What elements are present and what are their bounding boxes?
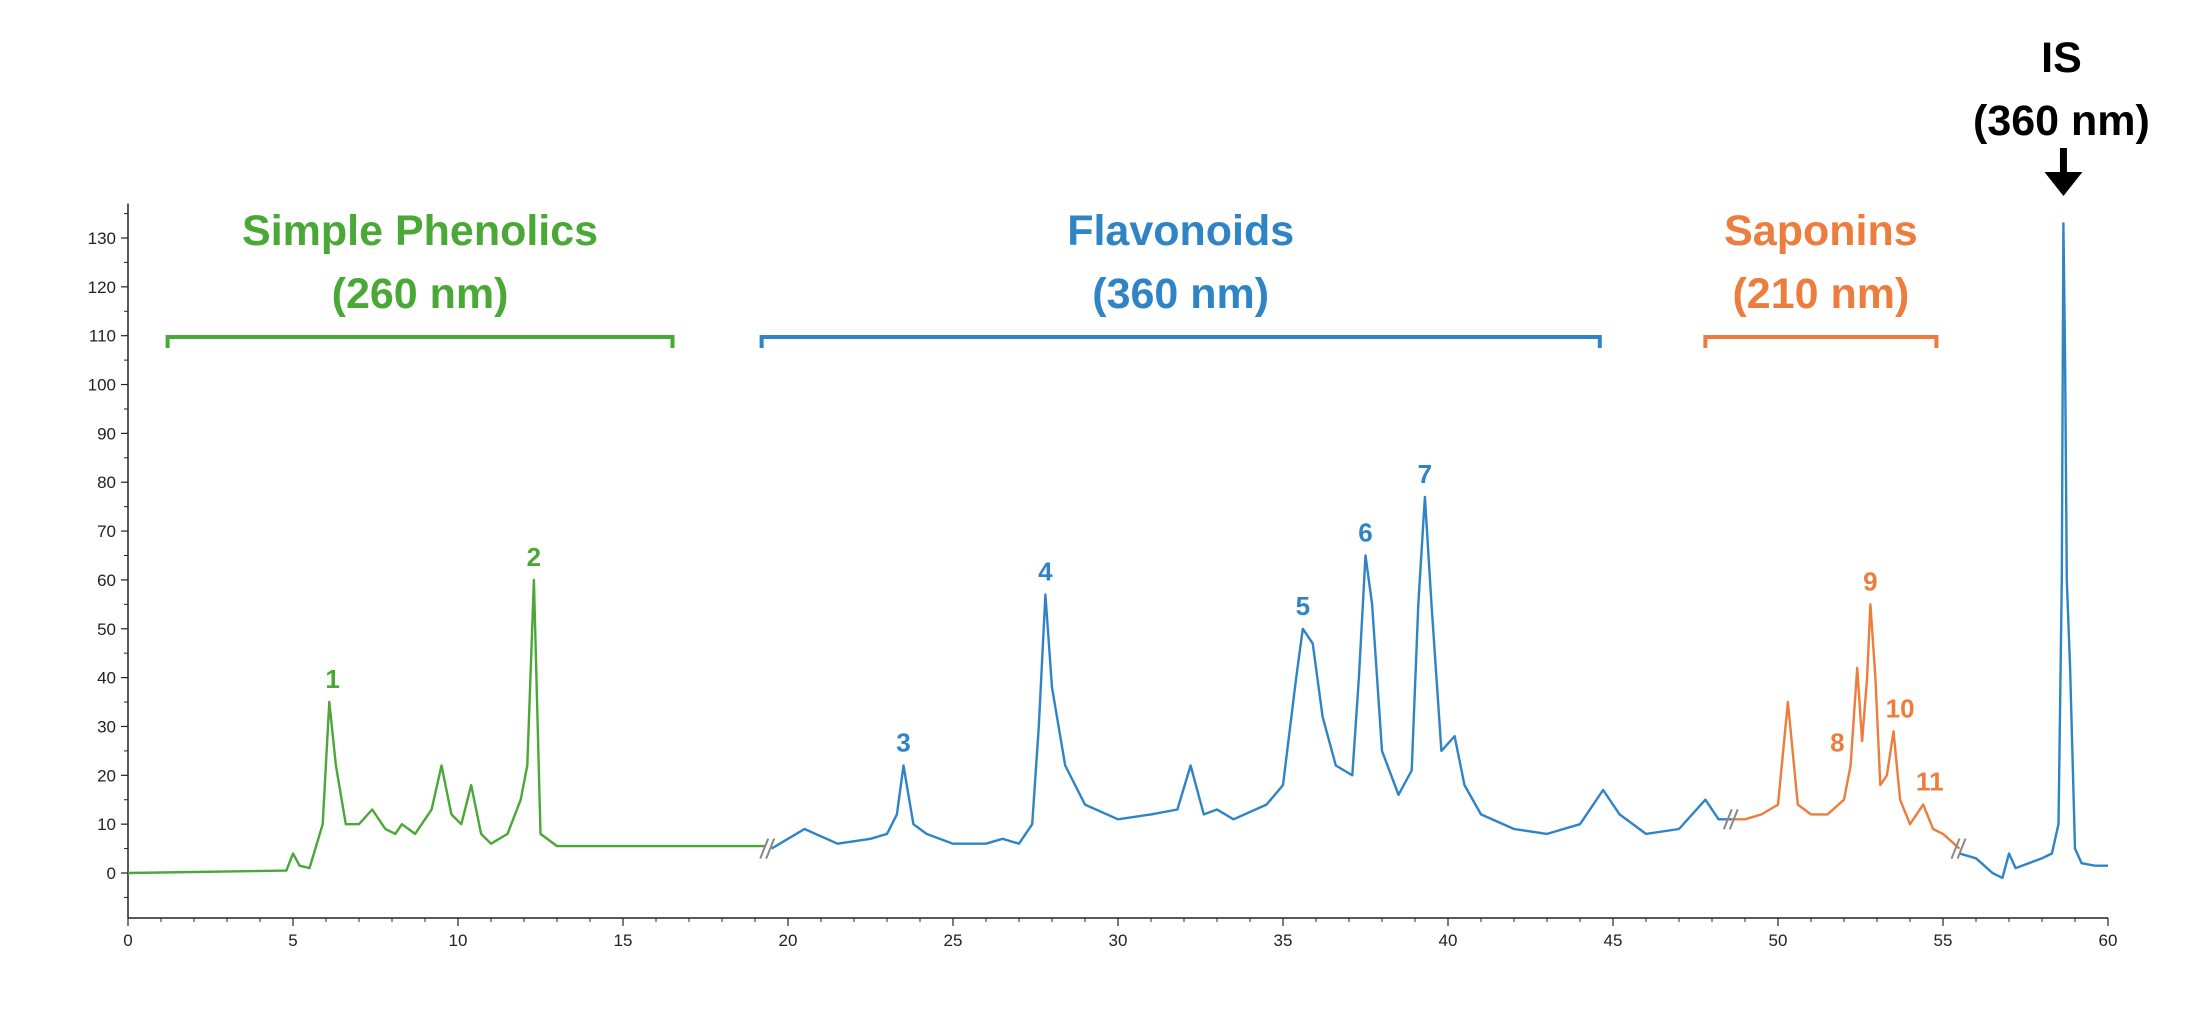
- group-label-wavelength: (360 nm): [1092, 270, 1269, 318]
- x-tick-label: 20: [779, 931, 798, 950]
- trace-segment-4: [1959, 222, 2108, 880]
- y-tick-label: 60: [97, 571, 116, 590]
- x-tick-label: 50: [1769, 931, 1788, 950]
- trace-segment-1: [127, 578, 765, 875]
- group-bracket: [759, 335, 1602, 348]
- y-tick-label: 40: [97, 669, 116, 688]
- is-arrow-head: [2044, 172, 2083, 196]
- axis-breaks: [759, 808, 1967, 859]
- peak-label: 3: [896, 728, 910, 758]
- is-wavelength-label: (360 nm): [1973, 97, 2150, 145]
- y-tick-label: 90: [97, 424, 116, 443]
- y-tick-label: 130: [88, 229, 116, 248]
- group-label-name: Flavonoids: [1067, 207, 1294, 255]
- peak-label: 1: [325, 664, 339, 694]
- peak-label: 6: [1358, 518, 1372, 548]
- y-tick-label: 0: [107, 864, 116, 883]
- y-tick-label: 20: [97, 766, 116, 785]
- group-label-wavelength: (260 nm): [332, 270, 509, 318]
- axis-break-mark: [765, 838, 776, 859]
- y-tick-label: 50: [97, 620, 116, 639]
- x-tick-label: 40: [1439, 931, 1458, 950]
- x-tick-label: 35: [1274, 931, 1293, 950]
- peak-label: 9: [1863, 566, 1877, 596]
- group-label-name: Simple Phenolics: [242, 207, 598, 255]
- peak-label: 8: [1830, 728, 1844, 758]
- axis-break-mark: [759, 838, 770, 859]
- x-tick-label: 15: [614, 931, 633, 950]
- is-label: IS: [2041, 34, 2082, 82]
- group-bracket: [1703, 335, 1939, 348]
- axis-break-mark: [1722, 808, 1733, 830]
- axis-break-mark: [1950, 838, 1961, 859]
- traces: [127, 222, 2108, 880]
- trace-segment-3: [1731, 603, 1961, 850]
- axis-break-mark: [1728, 808, 1739, 830]
- y-tick-label: 10: [97, 815, 116, 834]
- peak-label: 10: [1886, 693, 1915, 723]
- y-tick-label: 30: [97, 717, 116, 736]
- annotations: 1 2 3 4 5 6 7 8 9 10 11 Simple Phenolics (260 nm) Fla…: [165, 34, 2150, 797]
- y-tick-label: 110: [89, 327, 116, 346]
- y-tick-label: 80: [97, 473, 116, 492]
- peak-label: 5: [1296, 591, 1310, 621]
- y-tick-label: 120: [88, 278, 116, 297]
- x-tick-label: 0: [123, 931, 132, 950]
- x-tick-label: 5: [288, 931, 297, 950]
- group-bracket: [165, 335, 675, 348]
- group-label-name: Saponins: [1724, 207, 1918, 255]
- peak-label: 2: [527, 542, 541, 572]
- axis-break-mark: [1956, 838, 1967, 859]
- peak-label: 7: [1418, 459, 1432, 489]
- x-tick-label: 45: [1604, 931, 1623, 950]
- x-tick-label: 60: [2099, 931, 2118, 950]
- x-tick-label: 55: [1934, 931, 1953, 950]
- trace-segment-2: [770, 495, 1732, 850]
- group-label-wavelength: (210 nm): [1732, 270, 1909, 318]
- x-tick-label: 10: [449, 931, 468, 950]
- x-tick-label: 25: [944, 931, 963, 950]
- y-tick-label: 70: [97, 522, 116, 541]
- x-tick-label: 30: [1109, 931, 1128, 950]
- y-tick-label: 100: [88, 376, 116, 395]
- peak-label: 11: [1916, 767, 1944, 797]
- peak-label: 4: [1038, 557, 1053, 587]
